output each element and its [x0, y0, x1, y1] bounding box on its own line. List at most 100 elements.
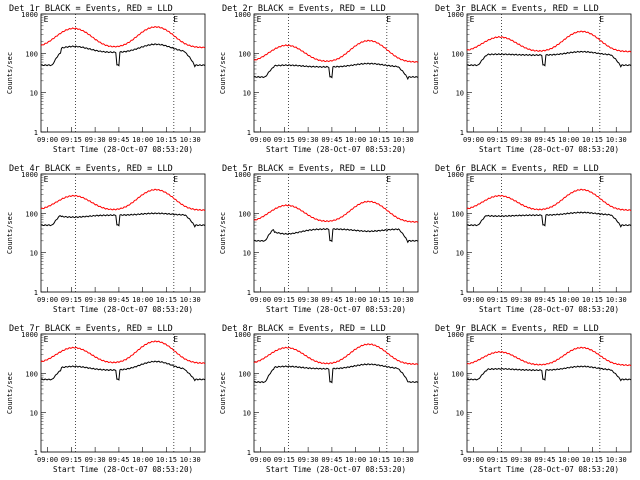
series-black	[253, 227, 419, 244]
y-axis-label: Counts/sec	[6, 52, 14, 94]
plot-frame	[253, 333, 419, 453]
y-tick-label: 100	[238, 50, 251, 58]
x-tick-label: 10:00	[132, 456, 153, 464]
y-tick-label: 1000	[447, 331, 464, 339]
series-red	[253, 343, 419, 366]
x-tick-label: 09:00	[463, 456, 484, 464]
series-red	[466, 346, 632, 367]
panel-title: Det 5r BLACK = Events, RED = LLD	[222, 164, 386, 174]
x-tick-label: 10:30	[393, 296, 414, 304]
x-tick-label: 09:45	[108, 456, 129, 464]
panel-title: Det 3r BLACK = Events, RED = LLD	[435, 4, 599, 14]
detector-panel-2: Det 2r BLACK = Events, RED = LLD 1 10 100 10…	[213, 0, 426, 160]
y-tick-label: 1	[34, 449, 38, 457]
x-tick-label: 09:00	[37, 136, 58, 144]
y-tick-label: 1000	[234, 331, 251, 339]
x-tick-label: 09:45	[108, 296, 129, 304]
panel-title: Det 6r BLACK = Events, RED = LLD	[435, 164, 599, 174]
x-tick-label: 10:00	[345, 136, 366, 144]
x-tick-label: 09:00	[250, 296, 271, 304]
x-tick-label: 09:30	[298, 296, 319, 304]
x-tick-label: 10:00	[132, 136, 153, 144]
x-tick-label: 10:15	[369, 136, 390, 144]
detector-panel-9: Det 9r BLACK = Events, RED = LLD 1 10 100 10…	[426, 320, 639, 480]
x-tick-label: 10:15	[369, 296, 390, 304]
y-axis-label: Counts/sec	[432, 372, 440, 414]
detector-panel-3: Det 3r BLACK = Events, RED = LLD 1 10 100 10…	[426, 0, 639, 160]
x-tick-label: 09:45	[534, 456, 555, 464]
y-tick-label: 100	[25, 210, 38, 218]
event-marker-label: E	[173, 335, 178, 344]
x-tick-label: 09:30	[85, 136, 106, 144]
y-axis-label: Counts/sec	[432, 52, 440, 94]
y-tick-label: 100	[25, 370, 38, 378]
x-tick-label: 09:30	[298, 456, 319, 464]
y-tick-label: 1000	[21, 11, 38, 19]
y-tick-label: 1	[34, 129, 38, 137]
y-tick-label: 10	[243, 410, 251, 418]
x-tick-label: 09:15	[274, 136, 295, 144]
x-axis-label: Start Time (28-Oct-07 08:53:20)	[479, 145, 619, 154]
x-axis-label: Start Time (28-Oct-07 08:53:20)	[479, 465, 619, 474]
event-marker-label: E	[257, 175, 262, 184]
x-tick-label: 09:15	[487, 296, 508, 304]
series-black	[466, 365, 632, 382]
panel-svg: Det 6r BLACK = Events, RED = LLD 1 10 100 10…	[432, 164, 632, 314]
y-tick-label: 1000	[21, 331, 38, 339]
event-marker-label: E	[599, 15, 604, 24]
x-tick-label: 09:30	[511, 296, 532, 304]
x-tick-label: 09:30	[85, 456, 106, 464]
y-axis-label: Counts/sec	[6, 372, 14, 414]
x-tick-label: 09:15	[61, 296, 82, 304]
plot-frame	[40, 173, 206, 293]
detector-panel-8: Det 8r BLACK = Events, RED = LLD 1 10 100 10…	[213, 320, 426, 480]
x-axis-label: Start Time (28-Oct-07 08:53:20)	[53, 145, 193, 154]
plot-frame	[466, 13, 632, 133]
event-marker-label: E	[599, 335, 604, 344]
event-marker-label: E	[386, 335, 391, 344]
x-tick-label: 10:30	[180, 456, 201, 464]
panel-svg: Det 7r BLACK = Events, RED = LLD 1 10 100 10…	[6, 324, 206, 474]
panel-svg: Det 9r BLACK = Events, RED = LLD 1 10 100 10…	[432, 324, 632, 474]
x-axis-label: Start Time (28-Oct-07 08:53:20)	[266, 465, 406, 474]
y-axis-label: Counts/sec	[219, 52, 227, 94]
panel-title: Det 1r BLACK = Events, RED = LLD	[9, 4, 173, 14]
x-tick-label: 09:15	[487, 136, 508, 144]
x-tick-label: 09:15	[61, 136, 82, 144]
series-red	[40, 26, 206, 49]
x-tick-label: 09:15	[61, 456, 82, 464]
panel-svg: Det 5r BLACK = Events, RED = LLD 1 10 100 10…	[219, 164, 419, 314]
x-tick-label: 09:00	[463, 136, 484, 144]
y-tick-label: 100	[238, 210, 251, 218]
y-tick-label: 100	[25, 50, 38, 58]
x-tick-label: 09:30	[85, 296, 106, 304]
event-marker-label: E	[386, 175, 391, 184]
x-tick-label: 09:15	[487, 456, 508, 464]
x-tick-label: 09:45	[534, 296, 555, 304]
x-tick-label: 09:00	[250, 456, 271, 464]
x-tick-label: 09:00	[250, 136, 271, 144]
x-tick-label: 10:30	[393, 136, 414, 144]
series-black	[466, 211, 632, 228]
y-tick-label: 1000	[447, 11, 464, 19]
series-red	[466, 30, 632, 53]
y-tick-label: 1000	[447, 171, 464, 179]
y-tick-label: 1	[247, 449, 251, 457]
y-tick-label: 1	[460, 449, 464, 457]
series-black	[253, 363, 419, 384]
event-marker-label: E	[470, 335, 475, 344]
event-marker-label: E	[599, 175, 604, 184]
detector-panel-5: Det 5r BLACK = Events, RED = LLD 1 10 100 10…	[213, 160, 426, 320]
x-tick-label: 10:00	[558, 296, 579, 304]
y-tick-label: 100	[238, 370, 251, 378]
x-tick-label: 10:00	[558, 456, 579, 464]
x-tick-label: 10:30	[606, 456, 627, 464]
x-tick-label: 10:15	[156, 296, 177, 304]
y-tick-label: 1	[460, 129, 464, 137]
y-axis-label: Counts/sec	[219, 212, 227, 254]
series-black	[40, 43, 206, 68]
x-tick-label: 09:45	[321, 296, 342, 304]
event-marker-label: E	[470, 15, 475, 24]
x-tick-label: 09:45	[534, 136, 555, 144]
x-axis-label: Start Time (28-Oct-07 08:53:20)	[479, 305, 619, 314]
